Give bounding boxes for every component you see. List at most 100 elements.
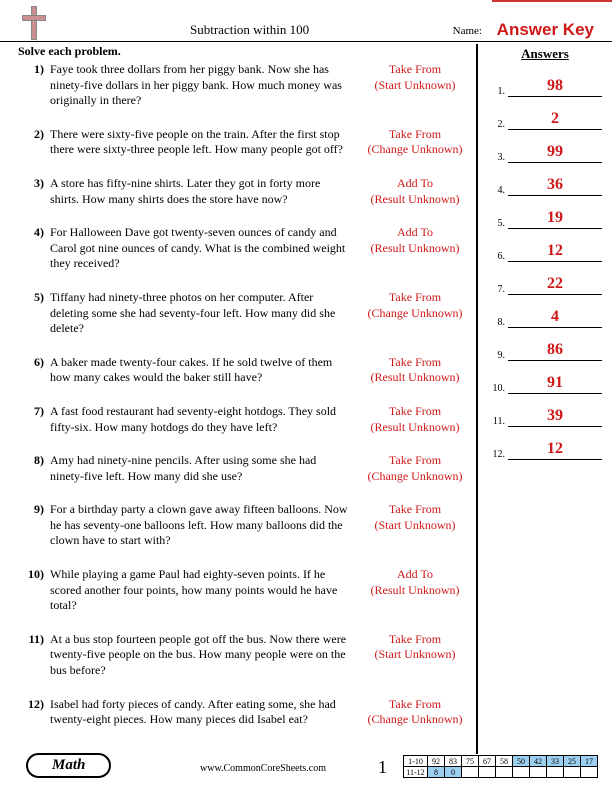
- worksheet-page: { "header": { "title": "Subtraction with…: [0, 0, 612, 792]
- problem-number: 9): [24, 502, 50, 549]
- answer-number: 6.: [490, 251, 508, 262]
- problem-text: At a bus stop fourteen people got off th…: [50, 632, 360, 679]
- problem-type: Add To(Result Unknown): [360, 176, 470, 207]
- score-grid-cell: [530, 767, 547, 778]
- answer-value: 19: [508, 209, 602, 229]
- answer-value: 99: [508, 143, 602, 163]
- score-grid-cell: 33: [547, 756, 564, 767]
- problem-type: Take From(Change Unknown): [360, 697, 470, 728]
- answer-row: 9.86: [478, 332, 612, 365]
- problem-row: 11)At a bus stop fourteen people got off…: [24, 632, 472, 679]
- answer-value: 91: [508, 374, 602, 394]
- answer-number: 5.: [490, 218, 508, 229]
- answer-row: 2.2: [478, 101, 612, 134]
- problem-number: 4): [24, 225, 50, 272]
- score-grid-cell: [496, 767, 513, 778]
- problem-row: 6)A baker made twenty-four cakes. If he …: [24, 355, 472, 386]
- problems-column: 1)Faye took three dollars from her piggy…: [0, 44, 478, 754]
- problem-number: 10): [24, 567, 50, 614]
- problem-row: 5)Tiffany had ninety-three photos on her…: [24, 290, 472, 337]
- answer-value: 98: [508, 77, 602, 97]
- answer-row: 10.91: [478, 365, 612, 398]
- answer-value: 4: [508, 308, 602, 328]
- problem-number: 1): [24, 62, 50, 109]
- problem-text: A store has fifty-nine shirts. Later the…: [50, 176, 360, 207]
- problem-row: 8)Amy had ninety-nine pencils. After usi…: [24, 453, 472, 484]
- answer-number: 3.: [490, 152, 508, 163]
- score-grid-cell: 67: [479, 756, 496, 767]
- footer-page-number: 1: [378, 757, 387, 778]
- problem-row: 10)While playing a game Paul had eighty-…: [24, 567, 472, 614]
- problem-row: 7)A fast food restaurant had seventy-eig…: [24, 404, 472, 435]
- answer-row: 5.19: [478, 200, 612, 233]
- problem-number: 7): [24, 404, 50, 435]
- problem-row: 9)For a birthday party a clown gave away…: [24, 502, 472, 549]
- problem-text: For Halloween Dave got twenty-seven ounc…: [50, 225, 360, 272]
- answer-value: 12: [508, 242, 602, 262]
- problem-number: 5): [24, 290, 50, 337]
- problem-type: Take From(Start Unknown): [360, 632, 470, 679]
- answer-row: 6.12: [478, 233, 612, 266]
- problem-text: Faye took three dollars from her piggy b…: [50, 62, 360, 109]
- answer-number: 12.: [490, 449, 508, 460]
- answer-row: 12.12: [478, 431, 612, 464]
- answer-number: 9.: [490, 350, 508, 361]
- problem-text: There were sixty-five people on the trai…: [50, 127, 360, 158]
- score-grid-cell: 42: [530, 756, 547, 767]
- answer-value: 86: [508, 341, 602, 361]
- problem-text: A baker made twenty-four cakes. If he so…: [50, 355, 360, 386]
- score-grid-cell: 50: [513, 756, 530, 767]
- score-grid-cell: [564, 767, 581, 778]
- problem-type: Add To(Result Unknown): [360, 225, 470, 272]
- answer-value: 12: [508, 440, 602, 460]
- problem-number: 6): [24, 355, 50, 386]
- score-grid-label: 11-12: [404, 767, 428, 778]
- answer-number: 11.: [490, 416, 508, 427]
- answer-number: 8.: [490, 317, 508, 328]
- decorative-top-line: [492, 0, 612, 2]
- problem-number: 12): [24, 697, 50, 728]
- problem-number: 2): [24, 127, 50, 158]
- problem-type: Take From(Result Unknown): [360, 355, 470, 386]
- score-grid: 1-109283756758504233251711-1280: [403, 755, 598, 778]
- score-grid-cell: [479, 767, 496, 778]
- problem-row: 4)For Halloween Dave got twenty-seven ou…: [24, 225, 472, 272]
- problem-text: Amy had ninety-nine pencils. After using…: [50, 453, 360, 484]
- answer-value: 22: [508, 275, 602, 295]
- problem-type: Take From(Change Unknown): [360, 453, 470, 484]
- problem-type: Take From(Start Unknown): [360, 62, 470, 109]
- score-grid-cell: 25: [564, 756, 581, 767]
- score-grid-cell: [513, 767, 530, 778]
- problem-row: 12)Isabel had forty pieces of candy. Aft…: [24, 697, 472, 728]
- score-grid-cell: [581, 767, 598, 778]
- name-label: Name:: [453, 25, 482, 37]
- score-grid-cell: 0: [445, 767, 462, 778]
- problem-type: Add To(Result Unknown): [360, 567, 470, 614]
- answer-row: 3.99: [478, 134, 612, 167]
- problem-type: Take From(Change Unknown): [360, 127, 470, 158]
- score-grid-cell: 8: [428, 767, 445, 778]
- subject-pill: Math: [26, 753, 111, 778]
- score-grid-cell: [462, 767, 479, 778]
- score-grid-cell: 58: [496, 756, 513, 767]
- answer-row: 4.36: [478, 167, 612, 200]
- answers-column: Answers 1.982.23.994.365.196.127.228.49.…: [478, 44, 612, 754]
- score-grid-cell: 17: [581, 756, 598, 767]
- worksheet-title: Subtraction within 100: [190, 22, 309, 38]
- answer-row: 8.4: [478, 299, 612, 332]
- footer: Math www.CommonCoreSheets.com 1 1-109283…: [0, 750, 612, 780]
- content-area: 1)Faye took three dollars from her piggy…: [0, 44, 612, 754]
- answer-value: 39: [508, 407, 602, 427]
- answer-number: 2.: [490, 119, 508, 130]
- problem-text: Tiffany had ninety-three photos on her c…: [50, 290, 360, 337]
- answer-number: 10.: [490, 383, 508, 394]
- problem-type: Take From(Start Unknown): [360, 502, 470, 549]
- problem-type: Take From(Result Unknown): [360, 404, 470, 435]
- problem-text: For a birthday party a clown gave away f…: [50, 502, 360, 549]
- problem-row: 1)Faye took three dollars from her piggy…: [24, 62, 472, 109]
- problem-text: A fast food restaurant had seventy-eight…: [50, 404, 360, 435]
- problem-number: 11): [24, 632, 50, 679]
- score-grid-cell: 83: [445, 756, 462, 767]
- answer-row: 1.98: [478, 68, 612, 101]
- answers-header: Answers: [478, 44, 612, 68]
